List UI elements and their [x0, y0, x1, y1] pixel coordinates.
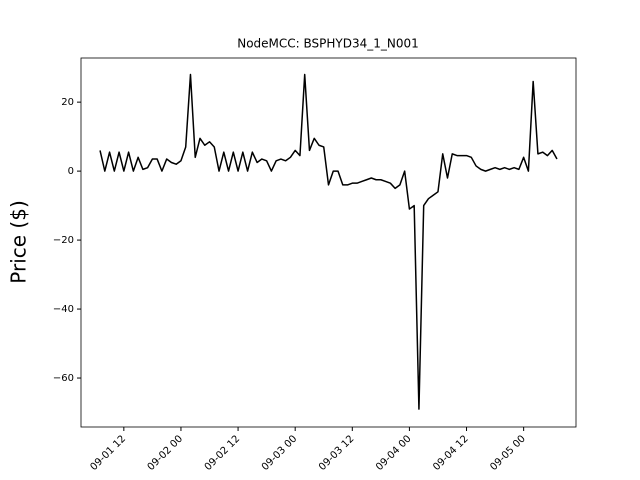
x-tick-label: 09-01 12 [89, 433, 129, 473]
y-tick-label: 0 [68, 166, 74, 177]
x-tick-label: 09-03 12 [317, 433, 357, 473]
y-tick-label: 20 [61, 97, 74, 108]
plot-frame [80, 57, 577, 428]
x-tick-label: 09-03 00 [260, 433, 300, 473]
x-tick-label: 09-04 00 [374, 433, 414, 473]
x-tick-label: 09-02 00 [146, 433, 186, 473]
chart-title: NodeMCC: BSPHYD34_1_N001 [237, 37, 419, 51]
y-tick-label: −60 [53, 373, 74, 384]
price-line [99, 73, 558, 410]
x-tick-label: 09-02 12 [203, 433, 243, 473]
y-axis-label: Price ($) [7, 200, 31, 283]
y-tick-label: −40 [53, 304, 74, 315]
x-tick-label: 09-05 00 [488, 433, 528, 473]
x-tick-label: 09-04 12 [431, 433, 471, 473]
y-tick-label: −20 [53, 235, 74, 246]
